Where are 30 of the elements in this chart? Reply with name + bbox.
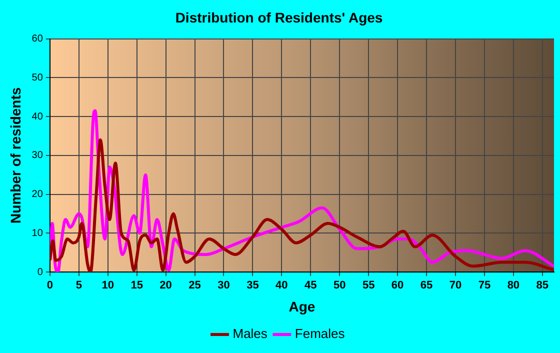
x-tick-label: 70 (449, 280, 462, 292)
x-tick-label: 35 (246, 280, 259, 292)
y-tick-label: 50 (32, 72, 44, 84)
x-axis-title: Age (288, 298, 316, 314)
y-tick-label: 20 (32, 189, 44, 200)
x-tick-label: 55 (362, 280, 375, 292)
x-tick-label: 60 (391, 280, 404, 292)
x-tick-label: 50 (333, 280, 346, 292)
legend-label: Females (294, 326, 346, 342)
y-tick-label: 30 (32, 150, 44, 162)
y-axis-title: Number of residents (7, 87, 24, 224)
x-tick-label: 5 (76, 280, 82, 292)
x-tick-label: 45 (304, 280, 317, 292)
x-tick-label: 75 (478, 280, 491, 292)
y-tick-label: 60 (32, 34, 44, 45)
x-tick-label: 65 (420, 280, 433, 292)
chart-title: Distribution of Residents' Ages (175, 9, 383, 26)
x-tick-label: 80 (507, 280, 520, 292)
x-tick-label: 25 (188, 280, 201, 292)
legend-label: Males (232, 326, 268, 342)
x-tick-label: 40 (276, 280, 288, 292)
y-tick-label: 40 (32, 111, 44, 122)
x-tick-label: 0 (46, 280, 53, 292)
x-tick-label: 85 (536, 280, 549, 292)
y-tick-label: 0 (37, 266, 44, 278)
y-tick-label: 10 (32, 228, 44, 239)
x-tick-label: 20 (160, 280, 172, 292)
x-tick-label: 15 (130, 280, 143, 292)
x-tick-label: 10 (102, 280, 114, 292)
x-tick-label: 30 (218, 280, 230, 292)
